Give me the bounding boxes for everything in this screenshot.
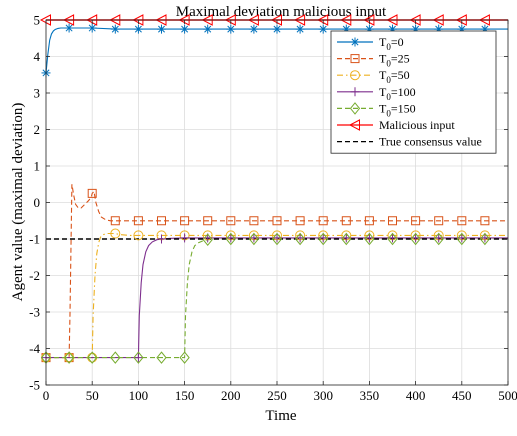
data-point-1 [411, 216, 421, 226]
data-point-0 [249, 24, 259, 34]
y-tick-label: 0 [34, 195, 41, 210]
data-point-4 [433, 232, 444, 246]
y-tick-label: 3 [34, 86, 41, 101]
data-point-4 [479, 232, 491, 246]
data-point-1 [388, 216, 397, 226]
data-point-0 [133, 24, 143, 34]
data-point-1 [318, 216, 328, 226]
x-tick-label: 250 [267, 388, 287, 403]
data-point-4 [133, 351, 144, 364]
y-axis-label: Agent value (maximal deviation) [10, 103, 26, 302]
data-point-4 [341, 232, 352, 246]
legend-label-0: T0=0 [379, 35, 404, 52]
data-point-1 [341, 216, 351, 226]
y-tick-label: 1 [34, 159, 41, 174]
data-point-0 [272, 24, 282, 34]
data-point-0 [87, 23, 97, 33]
data-point-4 [387, 232, 398, 246]
axes-frame [45, 19, 509, 386]
legend-marker-3 [350, 87, 360, 97]
x-tick-label: 450 [452, 388, 472, 403]
y-tick-label: -1 [29, 232, 40, 247]
legend-label-5: Malicious input [379, 118, 455, 132]
data-point-1 [457, 216, 467, 226]
data-point-1 [272, 216, 282, 226]
data-point-1 [226, 216, 236, 226]
x-tick-label: 50 [86, 388, 99, 403]
data-point-1 [295, 216, 305, 226]
series-line-2 [46, 232, 508, 359]
y-tick-label: -2 [29, 268, 40, 283]
y-tick-label: 2 [34, 122, 41, 137]
data-point-3 [157, 234, 166, 244]
data-point-0 [203, 24, 213, 34]
data-point-3 [180, 233, 190, 243]
data-point-1 [157, 216, 166, 226]
legend-label-3: T0=100 [379, 85, 416, 102]
legend-label-2: T0=50 [379, 68, 410, 85]
data-point-0 [226, 24, 236, 34]
x-tick-label: 100 [129, 388, 149, 403]
data-point-1 [110, 216, 120, 226]
x-tick-label: 300 [313, 388, 333, 403]
x-tick-label: 0 [43, 388, 50, 403]
data-point-0 [110, 24, 120, 34]
y-tick-label: -4 [29, 341, 40, 356]
chart-title: Maximal deviation malicious input [176, 4, 387, 20]
legend-label-4: T0=150 [379, 101, 416, 118]
data-point-1 [434, 216, 444, 226]
data-point-1 [180, 216, 190, 226]
x-tick-label: 150 [175, 388, 195, 403]
data-point-0 [64, 23, 74, 33]
data-point-4 [456, 232, 467, 246]
x-tick-label: 200 [221, 388, 241, 403]
data-point-0 [318, 24, 328, 34]
legend-marker-4 [349, 102, 361, 115]
data-point-1 [203, 216, 213, 226]
legend-marker-0 [350, 37, 360, 47]
legend-label-6: True consensus value [379, 135, 482, 149]
data-point-4 [202, 233, 213, 247]
legend-marker-2 [350, 70, 360, 81]
data-point-4 [63, 351, 75, 364]
y-tick-label: -5 [29, 378, 40, 393]
data-point-4 [110, 351, 121, 364]
data-point-1 [364, 216, 374, 226]
data-point-1 [87, 188, 97, 198]
data-point-4 [225, 232, 236, 246]
x-axis-label: Time [265, 408, 296, 424]
series-markers [39, 14, 491, 364]
y-tick-label: -3 [29, 305, 40, 320]
legend-marker-1 [350, 54, 360, 64]
data-point-4 [87, 351, 98, 364]
data-point-4 [248, 232, 260, 246]
data-point-4 [156, 351, 167, 364]
legend-marker-5 [348, 119, 360, 131]
data-point-1 [249, 216, 259, 226]
data-point-2 [110, 228, 121, 239]
data-point-1 [480, 216, 490, 226]
data-point-4 [294, 232, 306, 246]
data-point-4 [179, 351, 190, 364]
y-tick-label: 5 [34, 13, 41, 28]
tick-labels: 0 50 100 150 200 250 300 350 400 450 500-5-4-3-2-1… [29, 13, 517, 404]
data-point-4 [318, 232, 329, 246]
data-point-4 [410, 232, 421, 246]
data-point-3 [133, 353, 143, 363]
data-point-1 [133, 216, 143, 226]
data-point-2 [133, 230, 144, 241]
data-point-0 [157, 24, 166, 34]
x-tick-label: 350 [360, 388, 380, 403]
data-point-4 [271, 232, 283, 246]
legend-label-1: T0=25 [379, 52, 410, 69]
x-tick-label: 400 [406, 388, 426, 403]
data-point-4 [364, 232, 375, 246]
x-tick-label: 500 [498, 388, 517, 403]
y-tick-label: 4 [34, 49, 41, 64]
data-point-0 [180, 24, 190, 34]
data-point-0 [295, 24, 305, 34]
